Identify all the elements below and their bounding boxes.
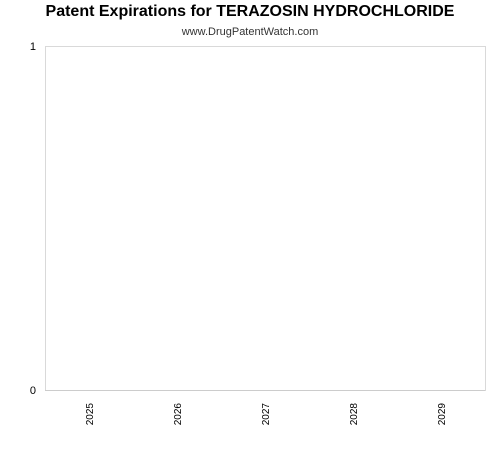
chart-title: Patent Expirations for TERAZOSIN HYDROCH… xyxy=(45,3,455,20)
chart-subtitle: www.DrugPatentWatch.com xyxy=(181,26,319,38)
y-tick-label: 1 xyxy=(30,41,36,53)
x-tick-label: 2025 xyxy=(85,403,96,426)
x-tick-label: 2028 xyxy=(349,403,360,426)
y-tick-label: 0 xyxy=(30,385,36,397)
x-tick-label: 2027 xyxy=(261,403,272,426)
x-tick-label: 2029 xyxy=(437,403,448,426)
plot-frame xyxy=(45,46,486,391)
y-axis: 01 xyxy=(30,41,36,397)
x-axis: 2025 2026 2027 2028 2029 xyxy=(85,403,448,426)
x-tick-label: 2026 xyxy=(173,403,184,426)
